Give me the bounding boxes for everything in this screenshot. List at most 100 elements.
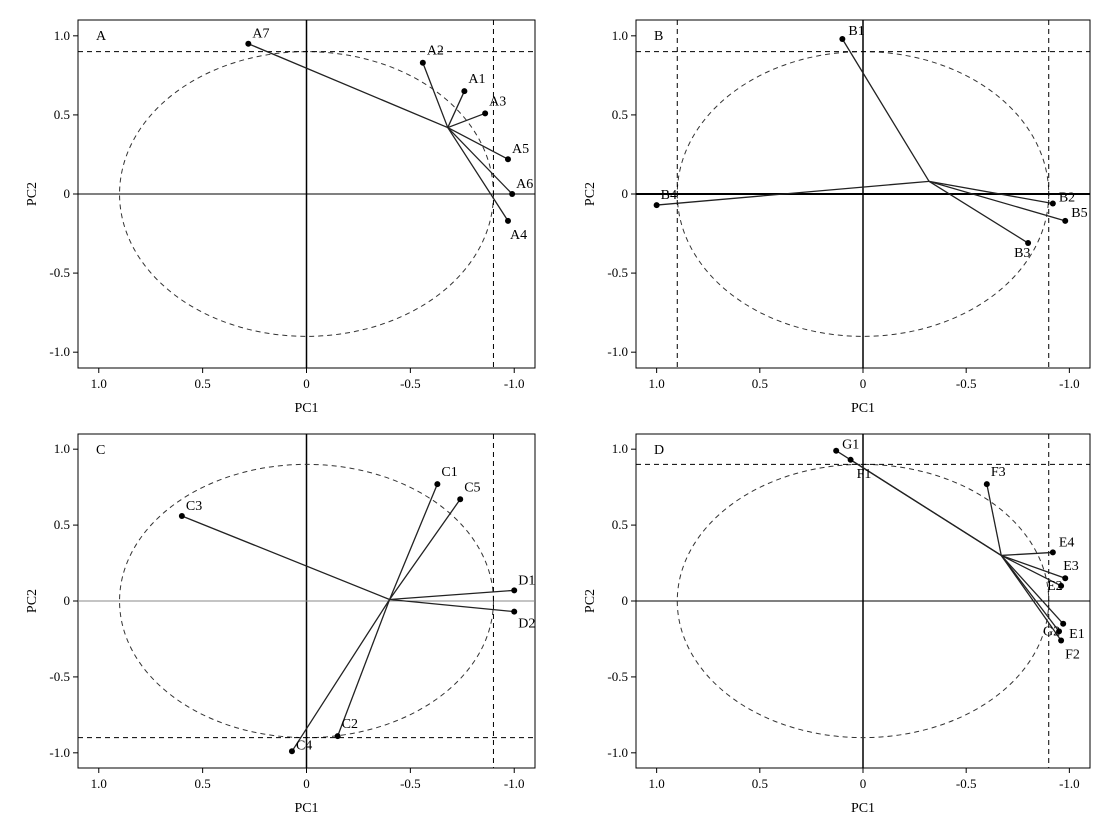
y-tick-label: -1.0 xyxy=(49,344,70,359)
y-tick-label: 0 xyxy=(64,593,71,608)
x-tick-label: 0 xyxy=(860,776,867,791)
loading-point xyxy=(178,512,185,519)
panel-c: 1.0 0.5 0 -0.5 -1.0 1.0 0.5 0 -0.5 -1.0 PC1 PC2 C C3 C… xyxy=(25,433,536,816)
loading-point xyxy=(847,456,854,463)
x-tick-label: -0.5 xyxy=(956,376,977,391)
loading-point xyxy=(509,191,516,197)
x-tick-label: 1.0 xyxy=(91,776,107,791)
loading-line xyxy=(1000,555,1064,625)
loading-point xyxy=(457,496,464,503)
loading-point xyxy=(983,481,990,488)
loading-line xyxy=(389,498,461,600)
loading-line xyxy=(1001,551,1053,557)
point-label: A6 xyxy=(516,177,533,192)
y-tick-label: 0 xyxy=(622,593,629,608)
y-tick-label: 0.5 xyxy=(612,107,628,122)
x-tick-label: 0.5 xyxy=(752,776,768,791)
loading-line xyxy=(248,43,449,129)
panel-letter: C xyxy=(96,443,105,458)
x-tick-label: 0.5 xyxy=(195,776,211,791)
y-tick-label: -0.5 xyxy=(607,669,628,684)
point-label: C4 xyxy=(296,738,312,753)
x-tick-label: -0.5 xyxy=(400,376,421,391)
loading-point xyxy=(511,608,518,615)
loading-line xyxy=(656,180,930,206)
point-label: F2 xyxy=(1065,647,1080,662)
x-tick-label: -1.0 xyxy=(1059,776,1080,791)
y-tick-label: 0.5 xyxy=(54,107,70,122)
loading-line xyxy=(1001,554,1066,579)
x-tick-label: 0 xyxy=(303,776,310,791)
loading-point xyxy=(1056,628,1063,635)
point-label: D2 xyxy=(518,617,535,632)
panel-a: 1.0 0.5 0 -0.5 -1.0 1.0 0.5 0 -0.5 -1.0 PC1 PC2 A A7 A… xyxy=(25,19,536,416)
loading-line xyxy=(388,483,438,600)
y-axis-title: PC2 xyxy=(25,182,40,206)
loading-line xyxy=(389,598,515,613)
loading-point xyxy=(833,447,840,454)
loading-point xyxy=(504,217,511,224)
loading-line xyxy=(986,483,1002,556)
point-label: E4 xyxy=(1059,535,1075,550)
point-label: B3 xyxy=(1014,246,1030,261)
panel-b: 1.0 0.5 0 -0.5 -1.0 1.0 0.5 0 -0.5 -1.0 PC1 PC2 B B1 B… xyxy=(583,19,1091,416)
loading-line xyxy=(447,127,509,222)
point-label: E2 xyxy=(1047,579,1063,594)
point-label: E3 xyxy=(1063,559,1079,574)
loading-line xyxy=(841,38,930,182)
loading-point xyxy=(511,587,518,594)
loading-point xyxy=(482,110,489,117)
point-label: C5 xyxy=(464,480,480,495)
point-label: C3 xyxy=(186,499,202,514)
loading-point xyxy=(288,748,295,755)
loading-point xyxy=(1058,582,1065,589)
point-label: G2 xyxy=(1043,624,1060,639)
point-label: A2 xyxy=(427,44,444,59)
y-tick-label: 0 xyxy=(64,186,71,201)
x-tick-label: -1.0 xyxy=(504,376,525,391)
point-label: D1 xyxy=(518,573,535,588)
x-tick-label: -0.5 xyxy=(956,776,977,791)
loading-point xyxy=(1049,549,1056,556)
loading-point xyxy=(419,59,426,66)
y-tick-label: -0.5 xyxy=(49,669,70,684)
loading-point xyxy=(504,156,511,163)
y-tick-label: -1.0 xyxy=(49,745,70,760)
loading-line xyxy=(928,180,1029,244)
y-tick-label: -0.5 xyxy=(607,265,628,280)
y-tick-label: 0.5 xyxy=(54,517,70,532)
x-tick-label: 0.5 xyxy=(752,376,768,391)
x-tick-label: 1.0 xyxy=(91,376,107,391)
panel-letter: D xyxy=(654,443,664,458)
loading-line xyxy=(181,515,390,601)
panel-letter: B xyxy=(654,29,663,44)
x-axis-title: PC1 xyxy=(851,401,875,416)
loading-line xyxy=(389,589,515,601)
point-label: B4 xyxy=(661,188,677,203)
point-label: F1 xyxy=(857,467,872,482)
loading-line xyxy=(928,180,1066,222)
point-label: C1 xyxy=(441,465,457,480)
x-tick-label: 1.0 xyxy=(649,376,665,391)
loading-line xyxy=(928,180,1053,205)
x-axis-title: PC1 xyxy=(851,801,875,816)
point-label: A5 xyxy=(512,142,529,157)
loading-point xyxy=(1062,575,1069,582)
y-axis-title: PC2 xyxy=(583,182,598,206)
x-tick-label: -1.0 xyxy=(504,776,525,791)
loading-point xyxy=(1058,637,1065,644)
point-label: A3 xyxy=(489,94,506,109)
y-tick-label: -0.5 xyxy=(49,265,70,280)
x-tick-label: 0.5 xyxy=(195,376,211,391)
loading-line xyxy=(291,599,391,752)
x-tick-label: 0 xyxy=(303,376,310,391)
loading-point xyxy=(334,733,341,740)
y-tick-label: 1.0 xyxy=(612,28,628,43)
y-tick-label: 1.0 xyxy=(612,441,628,456)
loading-line xyxy=(1000,554,1062,587)
y-tick-label: 0.5 xyxy=(612,517,628,532)
point-label: A7 xyxy=(252,27,269,42)
y-axis-title: PC2 xyxy=(583,589,598,613)
panel-letter: A xyxy=(96,29,107,44)
loading-point xyxy=(434,481,441,488)
